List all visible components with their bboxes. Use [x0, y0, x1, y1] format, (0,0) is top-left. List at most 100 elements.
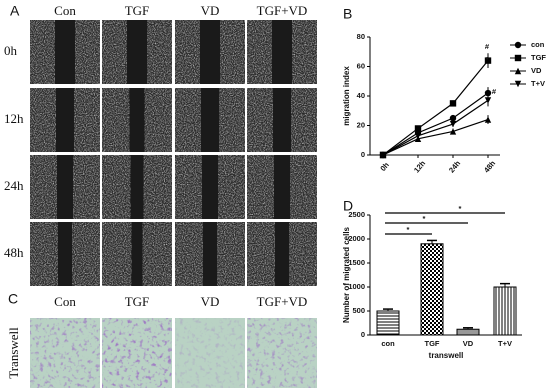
wound-gap: [57, 155, 73, 219]
series-line: [382, 99, 489, 156]
wound-gap: [275, 222, 289, 286]
wound-gap: [201, 88, 219, 152]
column-header: Con: [54, 294, 76, 309]
panel-label: B: [343, 6, 352, 22]
bar: [456, 328, 480, 336]
column-header: TGF: [125, 294, 150, 309]
scratch-image: [30, 88, 100, 152]
row-label: 12h: [4, 111, 24, 126]
image-stain: [247, 318, 317, 388]
y-tick-label: 0: [361, 150, 365, 159]
wound-gap: [127, 20, 147, 84]
y-tick-label: 500: [352, 306, 365, 315]
row-label: Transwell: [6, 327, 21, 379]
y-tick-label: 1500: [348, 258, 365, 267]
point: [414, 125, 422, 132]
scratch-image: [247, 20, 317, 84]
legend-marker: [514, 41, 522, 49]
scratch-image: [102, 155, 172, 219]
wound-gap: [129, 88, 145, 152]
wound-gap: [131, 222, 143, 286]
x-axis-label: transwell: [429, 351, 464, 360]
point: [449, 114, 457, 122]
annotation: #: [492, 87, 497, 96]
row-label: 0h: [4, 43, 18, 58]
y-tick-label: 2000: [348, 234, 365, 243]
column-header: TGF: [125, 3, 150, 18]
series-line: [382, 92, 489, 156]
legend-label: VD: [531, 66, 542, 75]
y-tick-label: 2500: [348, 210, 365, 219]
wound-gap: [55, 20, 75, 84]
wound-gap: [202, 155, 218, 219]
scratch-image: [175, 222, 245, 286]
x-tick-label: T+V: [498, 339, 512, 348]
image-stain: [175, 318, 245, 388]
legend-marker: [514, 80, 522, 88]
x-tick-label: TGF: [425, 339, 440, 348]
point: [484, 116, 492, 123]
series-line: [382, 60, 489, 156]
significance-label: *: [407, 225, 410, 234]
scratch-image: [247, 222, 317, 286]
bar: [420, 243, 444, 336]
bar: [376, 310, 400, 336]
transwell-image: [175, 318, 245, 388]
panel-label: D: [343, 198, 353, 214]
x-tick-label: 24h: [447, 159, 462, 175]
y-tick-label: 60: [357, 61, 365, 70]
wound-gap: [273, 88, 291, 152]
legend-marker: [514, 54, 522, 62]
x-tick-label: VD: [463, 339, 474, 348]
point: [484, 89, 492, 97]
panel-label: C: [8, 291, 18, 307]
y-tick-label: 20: [357, 120, 365, 129]
image-stain: [102, 318, 172, 388]
wound-gap: [58, 222, 72, 286]
legend-label: con: [531, 40, 545, 49]
y-tick-label: 1000: [348, 282, 365, 291]
series-line: [382, 119, 489, 156]
scratch-image: [102, 20, 172, 84]
scratch-image: [247, 88, 317, 152]
point: [484, 57, 492, 64]
row-label: 24h: [4, 178, 24, 193]
wound-gap: [130, 155, 144, 219]
scratch-image: [102, 88, 172, 152]
wound-gap: [203, 222, 217, 286]
column-header: TGF+VD: [257, 3, 308, 18]
point: [379, 151, 387, 159]
scratch-image: [30, 222, 100, 286]
scratch-image: [175, 20, 245, 84]
transwell-image: [247, 318, 317, 388]
transwell-image: [30, 318, 100, 388]
scratch-image: [247, 155, 317, 219]
y-axis-label: Number of migrated cells: [342, 226, 351, 323]
y-tick-label: 0: [361, 330, 365, 339]
point: [414, 132, 422, 140]
bar: [493, 286, 517, 336]
y-axis-label: migration index: [342, 66, 351, 126]
x-tick-label: 48h: [482, 159, 497, 175]
column-header: Con: [54, 3, 76, 18]
row-label: 48h: [4, 245, 24, 260]
annotation: *: [486, 55, 489, 64]
legend-marker: [514, 67, 522, 75]
column-header: TGF+VD: [257, 294, 308, 309]
wound-gap: [56, 88, 74, 152]
legend-label: T+V: [531, 79, 545, 88]
transwell-image: [102, 318, 172, 388]
wound-gap: [274, 155, 290, 219]
point: [484, 97, 492, 104]
scratch-image: [102, 222, 172, 286]
point: [449, 100, 457, 107]
y-tick-label: 80: [357, 32, 365, 41]
y-tick-label: 40: [357, 91, 365, 100]
x-tick-label: 0h: [378, 160, 391, 173]
legend-label: TGF: [531, 53, 546, 62]
scratch-image: [175, 88, 245, 152]
significance-label: *: [459, 204, 462, 213]
image-stain: [30, 318, 100, 388]
panel-label: A: [10, 3, 20, 19]
